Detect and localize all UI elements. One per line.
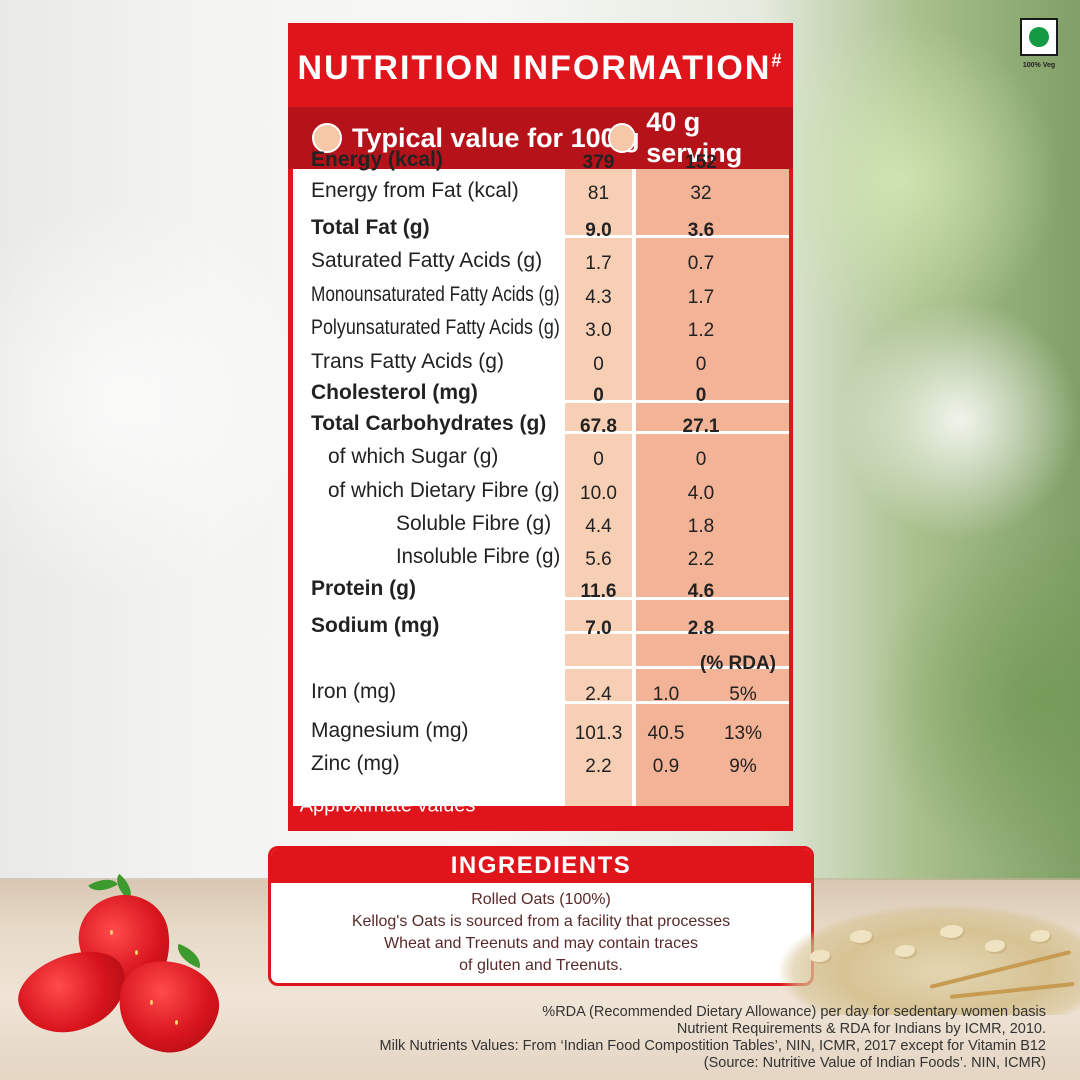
nutrient-value-100g: 0 xyxy=(593,354,604,375)
column-header-band: Typical value for 100 g 40 g serving xyxy=(288,107,793,169)
column-header-serving: 40 g serving xyxy=(608,107,793,169)
row-separator xyxy=(565,631,789,634)
nutrient-value-serving: 1.7 xyxy=(687,287,715,308)
approximate-values-note: #Approximate values xyxy=(293,793,476,817)
row-separator xyxy=(565,597,789,600)
oat-flake xyxy=(850,930,874,945)
veg-label: 100% Veg xyxy=(1022,62,1056,69)
ingredient-line: Wheat and Treenuts and may contain trace… xyxy=(384,935,698,952)
nutrient-label-sodium: Sodium (mg) xyxy=(311,614,440,637)
row-separator xyxy=(565,666,789,669)
mineral-value-rda: 9% xyxy=(729,756,757,777)
values-serving-column xyxy=(636,169,789,806)
ingredients-card: INGREDIENTS Rolled Oats (100%) Kellog's … xyxy=(268,846,814,986)
nutrient-value-100g: 4.4 xyxy=(585,516,612,537)
oat-flake xyxy=(1030,930,1052,944)
nutrition-card: NUTRITION INFORMATION# Typical value for… xyxy=(288,23,793,831)
disclaimer-line: (Source: Nutritive Value of Indian Foods… xyxy=(703,1055,1046,1071)
oat-flake xyxy=(940,925,965,940)
mineral-label-iron: Iron (mg) xyxy=(311,680,397,703)
nutrient-label-dietary-fibre: of which Dietary Fibre (g) xyxy=(328,479,560,502)
circle-icon xyxy=(608,123,637,153)
mineral-value-serving: 40.5 xyxy=(647,723,685,744)
nutrient-value-100g: 379 xyxy=(582,152,615,173)
nutrient-value-100g: 7.0 xyxy=(585,618,612,639)
nutrient-value-serving: 32 xyxy=(690,183,712,204)
mineral-value-100g: 2.4 xyxy=(585,684,612,705)
nutrient-value-100g: 3.0 xyxy=(585,320,612,341)
nutrient-label-energy: Energy (kcal) xyxy=(311,148,443,171)
veg-dot-icon xyxy=(1029,27,1049,47)
nutrient-value-100g: 5.6 xyxy=(585,549,612,570)
nutrient-label-sugar: of which Sugar (g) xyxy=(328,445,499,468)
mineral-label-zinc: Zinc (mg) xyxy=(311,752,400,775)
oat-flake xyxy=(895,945,917,959)
nutrient-value-serving: 0 xyxy=(695,449,707,470)
nutrient-value-serving: 3.6 xyxy=(687,220,715,241)
nutrient-value-serving: 4.6 xyxy=(687,581,715,602)
nutrient-label-monounsaturated: Monounsaturated Fatty Acids (g) xyxy=(311,283,560,306)
nutrient-value-serving: 1.8 xyxy=(687,516,715,537)
nutrient-value-100g: 11.6 xyxy=(580,581,617,602)
seed xyxy=(110,930,113,935)
mineral-value-rda: 13% xyxy=(723,723,763,744)
ingredient-line: of gluten and Treenuts. xyxy=(459,957,623,974)
oat-flake xyxy=(810,950,832,964)
nutrient-value-100g: 67.8 xyxy=(580,416,617,437)
ingredient-line: Kellog's Oats is sourced from a facility… xyxy=(351,913,731,930)
row-separator xyxy=(565,235,789,238)
nutrient-label-trans-fat: Trans Fatty Acids (g) xyxy=(311,350,504,373)
rda-header: (% RDA) xyxy=(700,653,776,674)
disclaimer-line: Nutrient Requirements & RDA for Indians … xyxy=(676,1021,1046,1037)
nutrient-label-polyunsaturated: Polyunsaturated Fatty Acids (g) xyxy=(311,316,560,339)
nutrition-title: NUTRITION INFORMATION# xyxy=(297,49,784,87)
nutrient-value-100g: 1.7 xyxy=(585,253,612,274)
nutrient-value-serving: 0.7 xyxy=(687,253,715,274)
seed xyxy=(135,950,138,955)
nutrient-value-100g: 10.0 xyxy=(580,483,617,504)
nutrient-value-serving: 152 xyxy=(685,152,717,173)
mineral-value-serving: 1.0 xyxy=(652,684,680,705)
nutrient-value-serving: 0 xyxy=(695,354,707,375)
disclaimer-line: Milk Nutrients Values: From ‘Indian Food… xyxy=(379,1038,1046,1054)
nutrient-label-cholesterol: Cholesterol (mg) xyxy=(311,381,478,404)
nutrient-label-insoluble-fibre: Insoluble Fibre (g) xyxy=(396,545,561,568)
nutrient-value-100g: 9.0 xyxy=(585,220,612,241)
ingredient-line: Rolled Oats (100%) xyxy=(471,891,611,908)
row-separator xyxy=(565,431,789,434)
nutrient-label-energy-from-fat: Energy from Fat (kcal) xyxy=(311,179,519,202)
nutrient-label-protein: Protein (g) xyxy=(311,577,416,600)
nutrient-value-serving: 2.2 xyxy=(687,549,715,570)
nutrient-value-100g: 0 xyxy=(593,449,604,470)
nutrient-value-serving: 1.2 xyxy=(687,320,715,341)
nutrient-value-serving: 0 xyxy=(695,385,707,406)
nutrient-value-100g: 81 xyxy=(587,183,610,204)
nutrient-label-carbohydrates: Total Carbohydrates (g) xyxy=(311,412,547,435)
circle-icon xyxy=(312,123,342,153)
values-100g-column xyxy=(565,169,632,806)
nutrient-label-saturated: Saturated Fatty Acids (g) xyxy=(311,249,543,272)
nutrient-label-total-fat: Total Fat (g) xyxy=(311,216,430,239)
seed xyxy=(150,1000,153,1005)
ingredients-title: INGREDIENTS xyxy=(271,849,811,883)
nutrient-value-serving: 27.1 xyxy=(682,416,720,437)
mineral-value-rda: 5% xyxy=(729,684,757,705)
nutrient-value-100g: 0 xyxy=(593,385,604,406)
disclaimer-line: %RDA (Recommended Dietary Allowance) per… xyxy=(542,1004,1046,1020)
nutrient-label-soluble-fibre: Soluble Fibre (g) xyxy=(396,512,552,535)
nutrient-value-serving: 4.0 xyxy=(687,483,715,504)
veg-mark-icon xyxy=(1020,18,1058,56)
oat-flake xyxy=(985,940,1007,954)
mineral-label-magnesium: Magnesium (mg) xyxy=(311,719,469,742)
row-separator xyxy=(565,701,789,704)
column-header-100g: Typical value for 100 g xyxy=(312,107,640,169)
mineral-value-100g: 101.3 xyxy=(574,723,623,744)
mineral-value-100g: 2.2 xyxy=(585,756,612,777)
mineral-value-serving: 0.9 xyxy=(652,756,680,777)
row-separator xyxy=(565,400,789,403)
nutrient-value-100g: 4.3 xyxy=(585,287,612,308)
nutrient-value-serving: 2.8 xyxy=(687,618,715,639)
seed xyxy=(175,1020,178,1025)
